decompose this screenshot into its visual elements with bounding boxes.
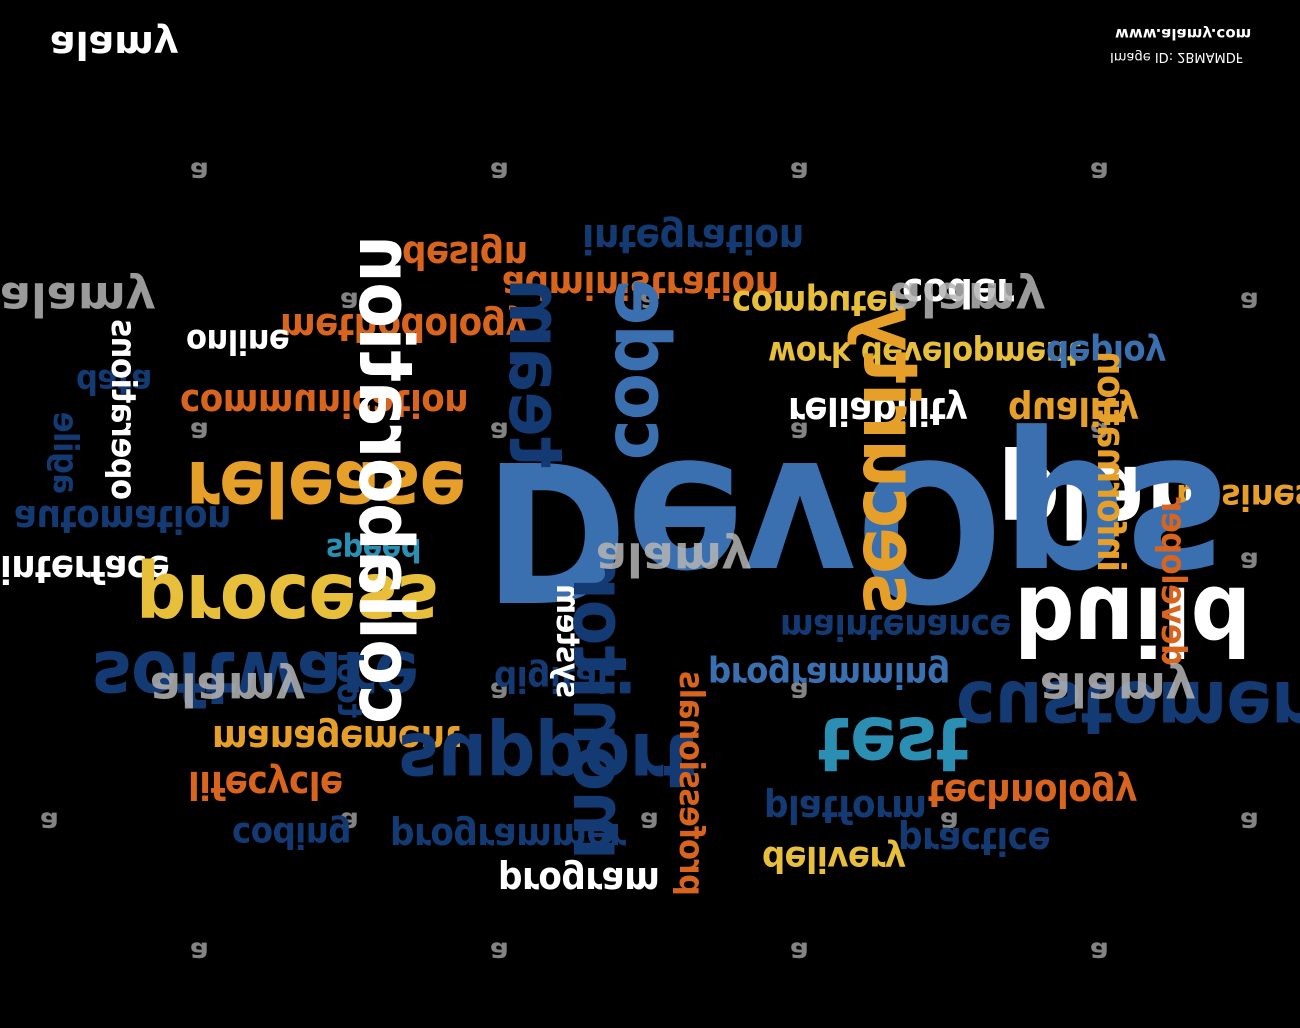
word-information: information bbox=[1089, 351, 1133, 572]
word-coding: coding bbox=[232, 814, 351, 855]
watermark-mark: a bbox=[1240, 286, 1259, 319]
watermark-mark: a bbox=[790, 936, 809, 969]
word-automation: automation bbox=[14, 497, 231, 541]
watermark-mark: a bbox=[40, 806, 59, 839]
word-tool: tool bbox=[329, 652, 369, 718]
word-team: team bbox=[492, 278, 578, 468]
word-integration: integration bbox=[582, 215, 804, 261]
alamy-logo: alamy bbox=[50, 23, 179, 67]
word-programming: programming bbox=[708, 654, 950, 695]
alamy-watermark-logo: alamy bbox=[890, 272, 1046, 326]
alamy-watermark-logo: alamy bbox=[596, 532, 752, 586]
alamy-logo-text: alamy bbox=[50, 23, 179, 67]
word-agile: agile bbox=[45, 412, 85, 494]
word-operations: operations bbox=[103, 319, 143, 500]
word-build: build bbox=[1014, 565, 1251, 674]
word-practice: practice bbox=[898, 819, 1051, 863]
word-developer: developer bbox=[1153, 497, 1193, 666]
word-security: security bbox=[846, 307, 935, 614]
word-collaboration: collaboration bbox=[342, 235, 428, 724]
alamy-watermark-logo: alamy bbox=[1040, 662, 1196, 716]
alamy-watermark-logo: alamy bbox=[0, 272, 156, 326]
watermark-mark: a bbox=[1240, 806, 1259, 839]
word-monitor: monitor bbox=[556, 567, 642, 860]
watermark-mark: a bbox=[190, 156, 209, 189]
site-url: www.alamy.com bbox=[1115, 25, 1252, 43]
watermark-mark: a bbox=[790, 156, 809, 189]
word-professionals: professionals bbox=[671, 671, 711, 896]
watermark-mark: a bbox=[640, 806, 659, 839]
word-online: online bbox=[186, 321, 290, 361]
watermark-mark: a bbox=[190, 936, 209, 969]
watermark-mark: a bbox=[1090, 936, 1109, 969]
word-code: code bbox=[598, 279, 687, 460]
watermark-mark: a bbox=[490, 936, 509, 969]
word-lifecycle: lifecycle bbox=[188, 763, 343, 807]
word-support: support bbox=[398, 716, 696, 805]
watermark-mark: a bbox=[490, 156, 509, 189]
alamy-watermark-logo: alamy bbox=[150, 662, 306, 716]
word-technology: technology bbox=[928, 771, 1137, 815]
watermark-mark: a bbox=[1090, 156, 1109, 189]
word-delivery: delivery bbox=[762, 838, 906, 879]
word-program: program bbox=[498, 859, 660, 903]
image-id: Image ID: 2BMAMDF bbox=[1110, 49, 1244, 64]
